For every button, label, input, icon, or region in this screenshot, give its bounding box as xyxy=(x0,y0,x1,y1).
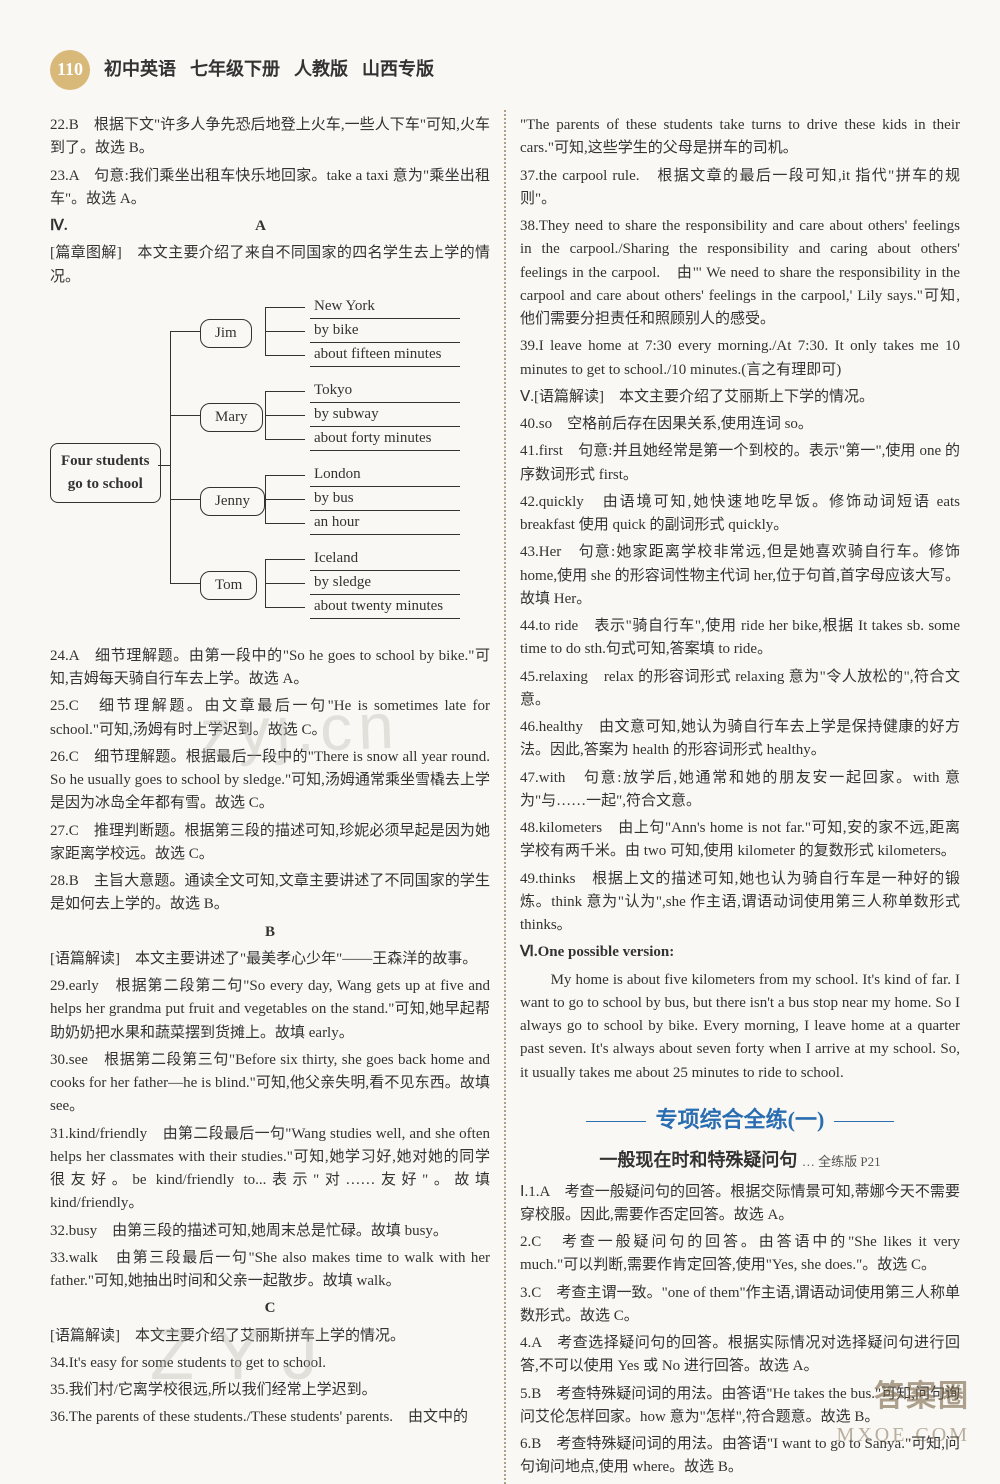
item-25: 25.C 细节理解题。由文章最后一句"He is sometimes late … xyxy=(50,695,490,742)
item-44: 44.to ride 表示"骑自行车",使用 ride her bike,根据 … xyxy=(520,615,960,662)
diagram-line xyxy=(170,583,200,584)
item-47: 47.with 句意:放学后,她通常和她的朋友安一起回家。with 意为"与……… xyxy=(520,767,960,814)
diagram-line xyxy=(265,583,305,584)
essay: My home is about five kilometers from my… xyxy=(520,969,960,1085)
intro-a: [篇章图解] 本文主要介绍了来自不同国家的四名学生去上学的情况。 xyxy=(50,242,490,289)
page-number-badge: 110 xyxy=(50,50,90,90)
item-I6: 6.B 考查特殊疑问词的用法。由答语"I want to go to Sanya… xyxy=(520,1433,960,1480)
jim-how: by bike xyxy=(310,319,460,343)
item-46: 46.healthy 由文意可知,她认为骑自行车去上学是保持健康的好方法。因此,… xyxy=(520,716,960,763)
jenny-time: an hour xyxy=(310,511,460,535)
item-49: 49.thinks 根据上文的描述可知,她也认为骑自行车是一种好的锻炼。thin… xyxy=(520,868,960,938)
diagram-line xyxy=(158,465,170,466)
jenny-how: by bus xyxy=(310,487,460,511)
jenny-city: London xyxy=(310,463,460,487)
left-column: 22.B 根据下文"许多人争先恐后地登上火车,一些人下车"可知,火车到了。故选 … xyxy=(50,110,490,1484)
item-30: 30.see 根据第二段第三句"Before six thirty, she g… xyxy=(50,1049,490,1119)
diagram-line xyxy=(265,307,305,308)
tom-time: about twenty minutes xyxy=(310,595,460,619)
tom-how: by sledge xyxy=(310,571,460,595)
node-jim: Jim xyxy=(200,319,252,348)
mary-time: about forty minutes xyxy=(310,427,460,451)
diagram-line xyxy=(170,415,200,416)
tom-city: Iceland xyxy=(310,547,460,571)
subject: 初中英语 xyxy=(104,56,176,84)
jim-city: New York xyxy=(310,295,460,319)
item-32: 32.busy 由第三段的描述可知,她周末总是忙碌。故填 busy。 xyxy=(50,1220,490,1243)
diagram-line xyxy=(265,475,305,476)
diagram-line xyxy=(265,439,305,440)
intro-b: [语篇解读] 本文主要讲述了"最美孝心少年"——王森洋的故事。 xyxy=(50,948,490,971)
item-48: 48.kilometers 由上句"Ann's home is not far.… xyxy=(520,817,960,864)
item-I3: 3.C 考查主谓一致。"one of them"作主语,谓语动词使用第三人称单数… xyxy=(520,1282,960,1329)
roman-iv: Ⅳ. xyxy=(50,218,68,234)
diagram-line xyxy=(265,523,305,524)
mary-how: by subway xyxy=(310,403,460,427)
item-29: 29.early 根据第二段第二句"So every day, Wang get… xyxy=(50,975,490,1045)
edition: 人教版 xyxy=(294,56,348,84)
section-iv: Ⅳ. A xyxy=(50,215,490,238)
diagram-line xyxy=(265,559,305,560)
page-header: 110 初中英语 七年级下册 人教版 山西专版 xyxy=(50,50,960,90)
letter-a: A xyxy=(255,218,266,234)
item-I5: 5.B 考查特殊疑问词的用法。由答语"He takes the bus."可知,… xyxy=(520,1383,960,1430)
item-26: 26.C 细节理解题。根据最后一段中的"There is snow all ye… xyxy=(50,746,490,816)
item-27: 27.C 推理判断题。根据第三段的描述可知,珍妮必须早起是因为她家距离学校远。故… xyxy=(50,820,490,867)
section-v: Ⅴ.[语篇解读] 本文主要介绍了艾丽斯上下学的情况。 xyxy=(520,386,960,409)
item-33: 33.walk 由第三段最后一句"She also makes time to … xyxy=(50,1247,490,1294)
diagram-line xyxy=(265,607,305,608)
item-38: 38.They need to share the responsibility… xyxy=(520,215,960,331)
diagram-root: Four students go to school xyxy=(50,443,161,504)
sub-title-text: 一般现在时和特殊疑问句 xyxy=(599,1150,797,1170)
item-36-cont: "The parents of these students take turn… xyxy=(520,114,960,161)
item-42: 42.quickly 由语境可知,她快速地吃早饭。修饰动词短语 eats bre… xyxy=(520,491,960,538)
page-ref: … 全练版 P21 xyxy=(802,1154,881,1169)
column-divider xyxy=(504,110,506,1484)
item-43: 43.Her 句意:她家距离学校非常远,但是她喜欢骑自行车。修饰 home,使用… xyxy=(520,541,960,611)
item-35: 35.我们村/它离学校很远,所以我们经常上学迟到。 xyxy=(50,1379,490,1402)
diagram-line xyxy=(265,331,305,332)
root-line1: Four students xyxy=(61,450,150,473)
item-36: 36.The parents of these students./These … xyxy=(50,1406,490,1429)
intro-c: [语篇解读] 本文主要介绍了艾丽斯拼车上学的情况。 xyxy=(50,1325,490,1348)
item-23: 23.A 句意:我们乘坐出租车快乐地回家。take a taxi 意为"乘坐出租… xyxy=(50,165,490,212)
jim-time: about fifteen minutes xyxy=(310,343,460,367)
content-columns: 22.B 根据下文"许多人争先恐后地登上火车,一些人下车"可知,火车到了。故选 … xyxy=(50,110,960,1484)
letter-c: C xyxy=(50,1297,490,1320)
section-title: 专项综合全练(一) xyxy=(520,1103,960,1137)
item-I4: 4.A 考查选择疑问句的回答。根据实际情况对选择疑问句进行回答,不可以使用 Ye… xyxy=(520,1332,960,1379)
node-mary: Mary xyxy=(200,403,263,432)
diagram-line xyxy=(265,355,305,356)
item-31: 31.kind/friendly 由第二段最后一句"Wang studies w… xyxy=(50,1123,490,1216)
mary-city: Tokyo xyxy=(310,379,460,403)
root-line2: go to school xyxy=(61,473,150,496)
item-I2: 2.C 考查一般疑问句的回答。由答语中的"She likes it very m… xyxy=(520,1231,960,1278)
diagram-line xyxy=(170,499,200,500)
letter-b: B xyxy=(50,921,490,944)
item-I1: Ⅰ.1.A 考查一般疑问句的回答。根据交际情景可知,蒂娜今天不需要穿校服。因此,… xyxy=(520,1181,960,1228)
item-24: 24.A 细节理解题。由第一段中的"So he goes to school b… xyxy=(50,645,490,692)
item-45: 45.relaxing relax 的形容词形式 relaxing 意为"令人放… xyxy=(520,666,960,713)
diagram-line xyxy=(265,415,305,416)
item-28: 28.B 主旨大意题。通读全文可知,文章主要讲述了不同国家的学生是如何去上学的。… xyxy=(50,870,490,917)
item-22: 22.B 根据下文"许多人争先恐后地登上火车,一些人下车"可知,火车到了。故选 … xyxy=(50,114,490,161)
node-tom: Tom xyxy=(200,571,257,600)
diagram-line xyxy=(170,331,200,332)
item-39: 39.I leave home at 7:30 every morning./A… xyxy=(520,335,960,382)
tree-diagram: Four students go to school Jim New York … xyxy=(50,295,490,635)
sub-title: 一般现在时和特殊疑问句 … 全练版 P21 xyxy=(520,1147,960,1175)
diagram-line xyxy=(265,391,305,392)
region: 山西专版 xyxy=(362,56,434,84)
item-37: 37.the carpool rule. 根据文章的最后一段可知,it 指代"拼… xyxy=(520,165,960,212)
item-40: 40.so 空格前后存在因果关系,使用连词 so。 xyxy=(520,413,960,436)
section-vi: Ⅵ.One possible version: xyxy=(520,941,960,964)
right-column: "The parents of these students take turn… xyxy=(520,110,960,1484)
diagram-line xyxy=(170,331,171,583)
node-jenny: Jenny xyxy=(200,487,265,516)
diagram-line xyxy=(265,499,305,500)
grade: 七年级下册 xyxy=(190,56,280,84)
item-41: 41.first 句意:并且她经常是第一个到校的。表示"第一",使用 one 的… xyxy=(520,440,960,487)
item-34: 34.It's easy for some students to get to… xyxy=(50,1352,490,1375)
